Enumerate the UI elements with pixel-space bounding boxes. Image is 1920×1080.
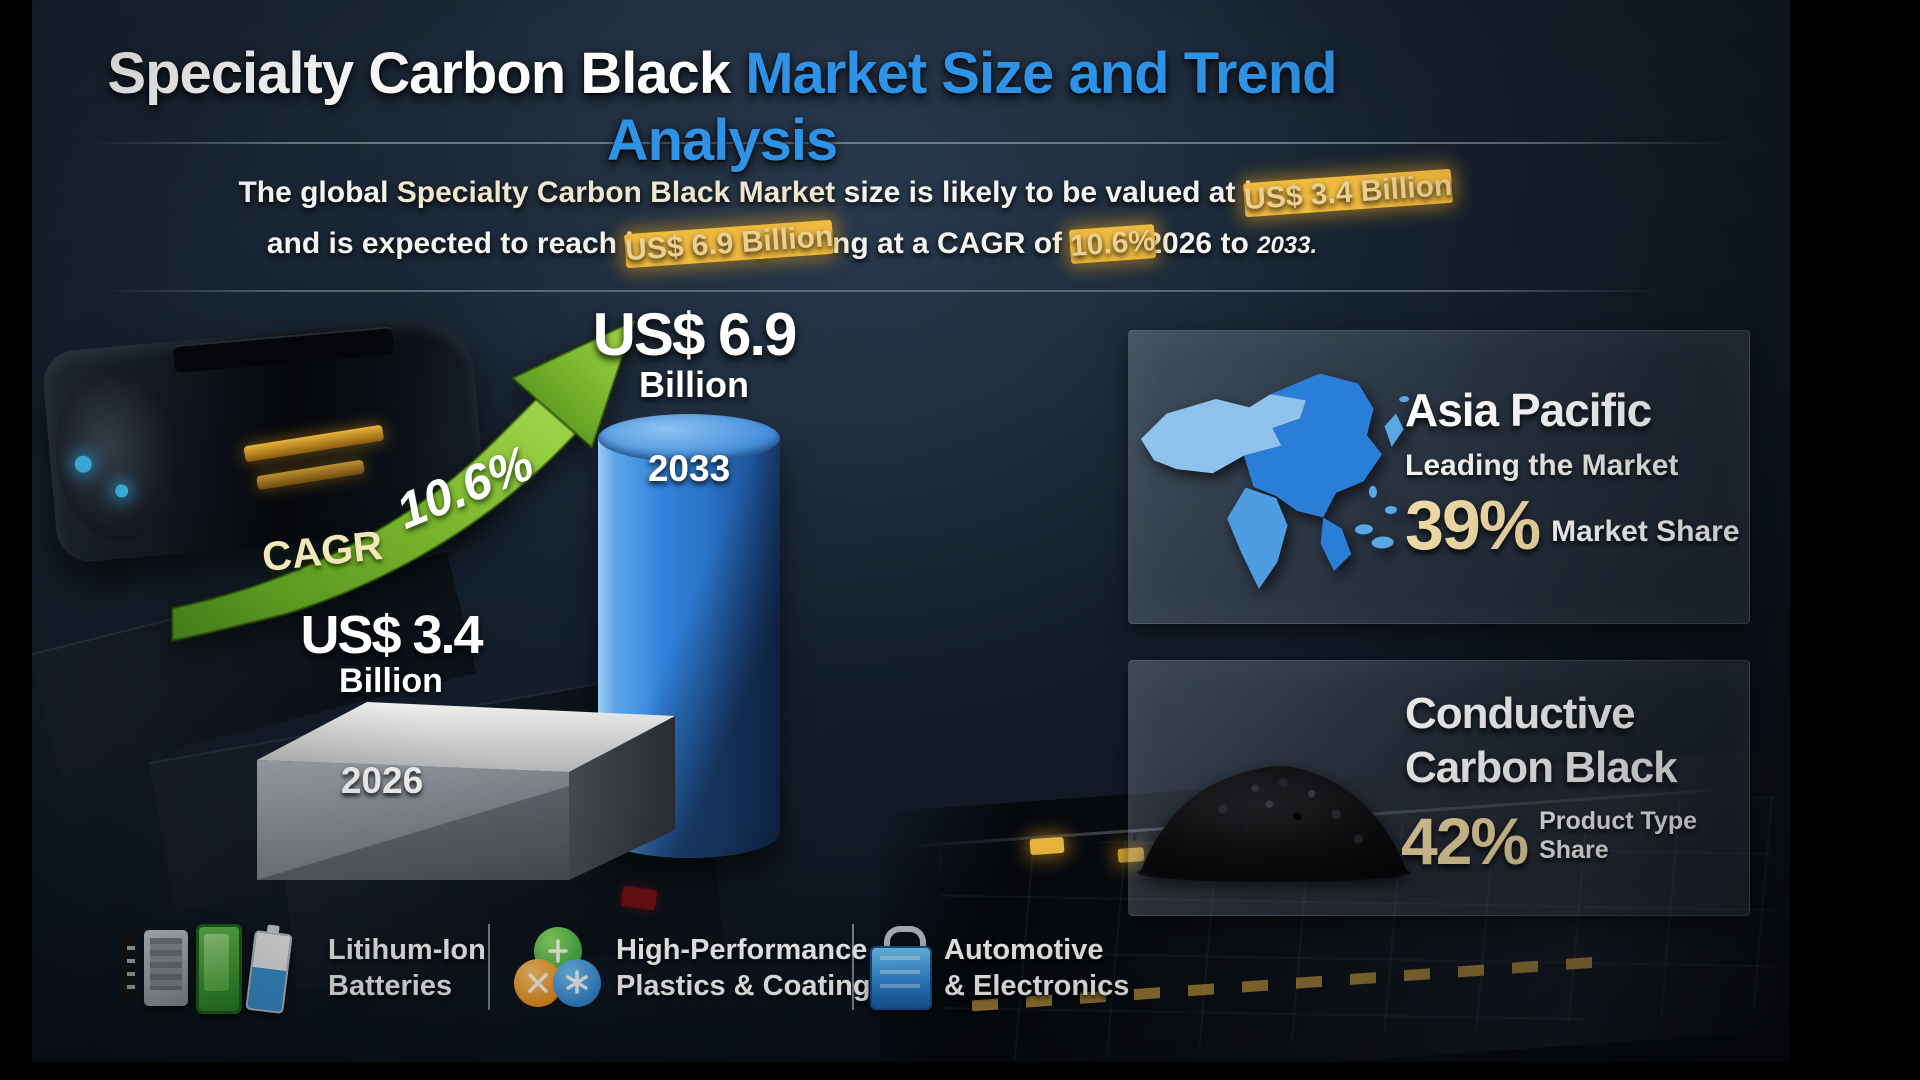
subtitle-highlight: Specialty Carbon Black Market xyxy=(396,176,836,209)
bag-stripes xyxy=(880,956,920,998)
bar-2026-value: US$ 3.4 xyxy=(300,605,483,665)
market-share-stat: 39% Market Share xyxy=(1405,486,1740,564)
product-type-share-stat: 42% Product Type Share xyxy=(1401,804,1749,878)
subtitle-year-small: 2033. xyxy=(1257,232,1318,259)
subtitle-line-2: and is expected to reach US$ 6.9 Billion… xyxy=(32,219,1552,269)
panel-subtitle: Leading the Market xyxy=(1405,449,1679,482)
gold-contact xyxy=(1029,836,1065,856)
battery-terminal xyxy=(266,924,280,934)
subtitle-line-1: The global Specialty Carbon Black Market… xyxy=(32,168,1552,218)
footer-divider xyxy=(852,924,854,1010)
lithium-battery-devices-icon xyxy=(118,922,328,1016)
subtitle-text: size is likely to be valued at xyxy=(835,176,1244,209)
conductive-carbon-black-panel: Conductive Carbon Black 42% Product Type… xyxy=(1128,660,1750,916)
footer-label-plastics: High-Performance Plastics & Coatings xyxy=(616,932,887,1004)
footer-divider xyxy=(488,924,490,1010)
footer-label-line: Litihum-Ion xyxy=(328,934,486,966)
footer-label-line: Plastics & Coatings xyxy=(616,970,887,1002)
plastics-molecule-icon xyxy=(514,927,601,1007)
footer-label-line: Automotive xyxy=(944,934,1104,966)
bar-2026-year: 2026 xyxy=(340,760,424,801)
subtitle-text: and is expected to reach xyxy=(266,227,626,260)
phone-screen xyxy=(204,934,229,991)
battery-icon xyxy=(245,924,293,1015)
stat-label: Product Type Share xyxy=(1539,807,1697,864)
stat-value: 42% xyxy=(1401,804,1529,878)
infographic-stage: Specialty Carbon Black Market Size and T… xyxy=(32,0,1790,1062)
tablet-icon xyxy=(144,930,188,1006)
subtitle-value: 10.6% xyxy=(1069,224,1157,264)
panel-title-line1: Conductive xyxy=(1405,689,1636,738)
tablet-screen xyxy=(150,938,182,990)
automotive-bag-icon xyxy=(870,926,932,1010)
footer-label-line: & Electronics xyxy=(944,970,1130,1002)
panel-title: Asia Pacific xyxy=(1405,384,1652,436)
tower-dashes xyxy=(127,946,135,992)
title-white: Specialty Carbon Black xyxy=(107,41,746,106)
subtitle-divider xyxy=(102,290,1662,292)
bar-2033-unit: Billion xyxy=(639,364,749,405)
bar-2026-unit: Billion xyxy=(339,662,443,700)
stat-label: Market Share xyxy=(1551,515,1740,548)
subtitle-text: The global xyxy=(238,176,397,209)
footer-label-batteries: Litihum-Ion Batteries xyxy=(328,932,486,1004)
page-title: Specialty Carbon Black Market Size and T… xyxy=(32,40,1412,174)
stat-value: 39% xyxy=(1405,486,1541,564)
footer-label-line: Batteries xyxy=(328,970,453,1002)
phone-icon xyxy=(196,924,242,1014)
asia-pacific-panel: Asia Pacific Leading the Market 39% Mark… xyxy=(1128,330,1750,624)
bar-2033-year: 2033 xyxy=(647,448,731,489)
battery-tower-icon xyxy=(120,936,138,1002)
panel-title-line2: Carbon Black xyxy=(1405,743,1678,792)
footer-label-line: High-Performance xyxy=(616,934,868,966)
bag-body xyxy=(870,946,932,1010)
footer-label-automotive: Automotive & Electronics xyxy=(944,932,1129,1004)
bar-2033-value: US$ 6.9 xyxy=(592,301,798,368)
carbon-black-pile-icon xyxy=(1133,766,1412,883)
asia-pacific-map-icon xyxy=(1140,373,1410,589)
